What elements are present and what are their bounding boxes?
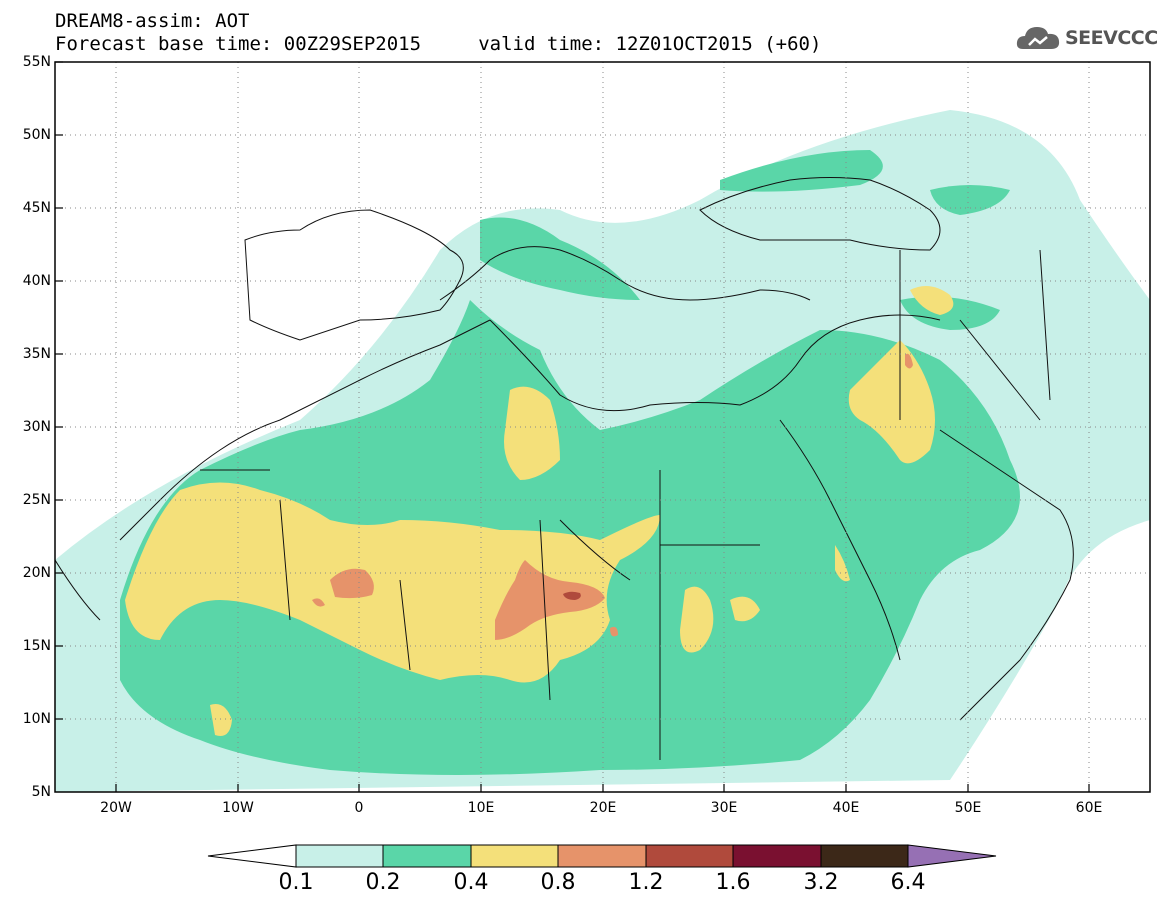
lon-label: 30E xyxy=(710,800,738,816)
lon-label: 20E xyxy=(589,800,617,816)
colorbar-label: 0.8 xyxy=(540,870,576,895)
colorbar-segment-0 xyxy=(207,844,297,868)
colorbar-segment-2 xyxy=(382,844,472,868)
lon-label: 50E xyxy=(954,800,982,816)
lat-label: 30N xyxy=(22,419,51,435)
colorbar-label: 0.2 xyxy=(365,870,401,895)
aot-band-0.4 xyxy=(125,286,954,736)
lat-label: 20N xyxy=(22,565,51,581)
graticule xyxy=(55,62,1150,792)
colorbar-label: 0.4 xyxy=(453,870,489,895)
seevccc-logo: SEEVCCC xyxy=(1015,22,1158,54)
axis-ticks xyxy=(55,61,1090,792)
lon-label: 10E xyxy=(467,800,495,816)
lat-label: 10N xyxy=(22,711,51,727)
colorbar-label: 1.2 xyxy=(628,870,664,895)
lat-label: 40N xyxy=(22,273,51,289)
map-title: DREAM8-assim: AOT xyxy=(55,10,250,32)
lat-label: 50N xyxy=(22,127,51,143)
colorbar xyxy=(207,844,997,868)
colorbar-segment-8 xyxy=(907,844,997,868)
coastlines xyxy=(55,177,1074,760)
colorbar-label: 3.2 xyxy=(803,870,839,895)
colorbar-segment-4 xyxy=(557,844,647,868)
colorbar-label: 0.1 xyxy=(278,870,314,895)
lat-label: 25N xyxy=(22,492,51,508)
lat-label: 5N xyxy=(31,784,51,800)
lon-label: 10W xyxy=(222,800,254,816)
aot-band-1.2 xyxy=(563,591,581,600)
colorbar-segment-7 xyxy=(820,844,909,868)
lon-label: 20W xyxy=(100,800,132,816)
lon-label: 0 xyxy=(354,800,364,816)
colorbar-segment-1 xyxy=(295,844,384,868)
lat-label: 55N xyxy=(22,54,51,70)
lon-label: 60E xyxy=(1075,800,1103,816)
colorbar-segment-6 xyxy=(732,844,822,868)
colorbar-segment-3 xyxy=(470,844,559,868)
lat-label: 15N xyxy=(22,638,51,654)
colorbar-segment-5 xyxy=(645,844,734,868)
lon-label: 40E xyxy=(832,800,860,816)
aot-band-0.8 xyxy=(312,353,913,640)
logo-text: SEEVCCC xyxy=(1065,27,1158,49)
forecast-time-line: Forecast base time: 00Z29SEP2015 valid t… xyxy=(55,33,822,55)
lat-label: 45N xyxy=(22,200,51,216)
cloud-icon xyxy=(1016,27,1060,49)
lat-label: 35N xyxy=(22,346,51,362)
colorbar-label: 6.4 xyxy=(890,870,926,895)
colorbar-label: 1.6 xyxy=(715,870,751,895)
